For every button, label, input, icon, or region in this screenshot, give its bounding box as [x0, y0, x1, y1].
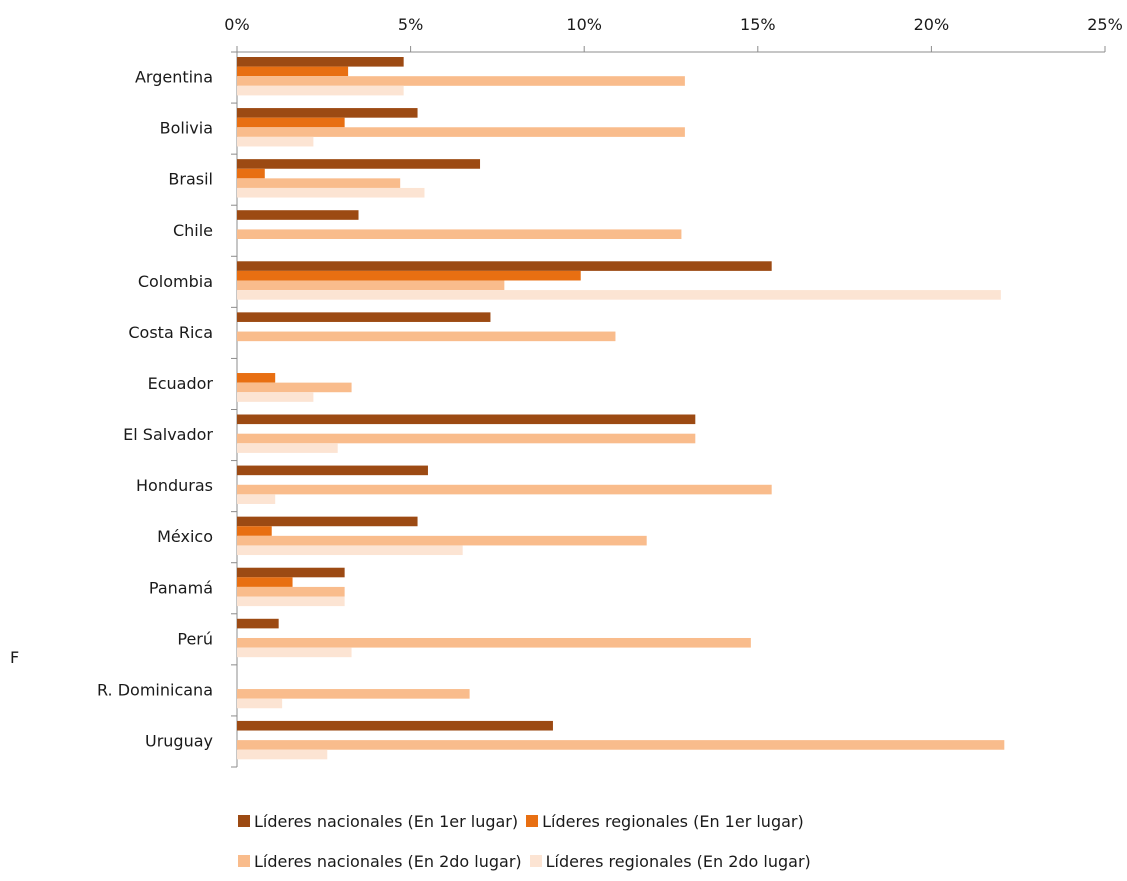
- bar: [237, 433, 696, 444]
- legend-swatch-nacionales-1er: [238, 815, 250, 827]
- bar: [237, 689, 470, 699]
- x-tick-label: 20%: [914, 15, 950, 34]
- legend-row: Líderes nacionales (En 1er lugar) Lídere…: [238, 801, 998, 841]
- bar: [237, 66, 349, 77]
- x-tick-label: 15%: [740, 15, 776, 34]
- bar: [237, 526, 272, 536]
- category-label: Perú: [177, 629, 213, 648]
- legend-swatch-nacionales-2do: [238, 855, 250, 867]
- category-label: Ecuador: [148, 374, 214, 393]
- category-label: El Salvador: [123, 425, 213, 444]
- category-label: Brasil: [168, 170, 213, 189]
- legend-swatch-regionales-1er: [526, 815, 539, 827]
- legend: Líderes nacionales (En 1er lugar) Lídere…: [238, 801, 998, 881]
- bar: [237, 270, 581, 281]
- side-letter: F: [10, 648, 20, 667]
- bar: [237, 749, 328, 760]
- bar: [237, 567, 345, 578]
- bar: [237, 168, 265, 179]
- bar: [237, 720, 553, 731]
- bar: [237, 210, 359, 220]
- x-tick-label: 25%: [1087, 15, 1123, 34]
- bar: [237, 159, 481, 169]
- bar: [237, 586, 345, 597]
- bar: [237, 373, 276, 383]
- bar: [237, 117, 345, 128]
- bar: [237, 577, 293, 587]
- legend-item-nacionales-2do: Líderes nacionales (En 2do lugar): [238, 852, 522, 871]
- legend-item-nacionales-1er: Líderes nacionales (En 1er lugar): [238, 812, 518, 831]
- bar: [237, 108, 418, 118]
- legend-label-nacionales-2do: Líderes nacionales (En 2do lugar): [254, 851, 522, 871]
- legend-label-regionales-2do: Líderes regionales (En 2do lugar): [545, 851, 811, 871]
- bar: [237, 698, 283, 709]
- x-tick-label: 10%: [566, 15, 602, 34]
- bar: [237, 57, 404, 67]
- legend-label-regionales-1er: Líderes regionales (En 1er lugar): [542, 811, 804, 831]
- category-label: Costa Rica: [128, 323, 213, 342]
- bar: [237, 465, 428, 476]
- bar: [237, 76, 685, 86]
- bar: [237, 280, 505, 291]
- bar: [237, 136, 314, 147]
- bar: [237, 414, 696, 425]
- bar: [237, 331, 616, 342]
- bar: [237, 382, 352, 393]
- category-label: Colombia: [138, 272, 213, 291]
- bar: [237, 187, 425, 198]
- bar: [237, 516, 418, 527]
- category-label: Honduras: [136, 476, 213, 495]
- category-label: Panamá: [149, 578, 213, 597]
- bar: [237, 261, 772, 271]
- bar: [237, 127, 685, 137]
- bar: [237, 443, 338, 453]
- legend-row: Líderes nacionales (En 2do lugar) Lídere…: [238, 841, 998, 881]
- bar: [237, 290, 1001, 300]
- bar: [237, 392, 314, 402]
- category-label: México: [157, 527, 213, 546]
- legend-item-regionales-2do: Líderes regionales (En 2do lugar): [529, 851, 811, 871]
- legend-label-nacionales-1er: Líderes nacionales (En 1er lugar): [254, 811, 519, 831]
- legend-item-regionales-1er: Líderes regionales (En 1er lugar): [526, 812, 804, 831]
- bar: [237, 740, 1005, 750]
- x-tick-label: 0%: [224, 15, 249, 34]
- category-label: Chile: [173, 221, 213, 240]
- bar: [237, 618, 279, 629]
- bar: [237, 494, 276, 504]
- bar: [237, 545, 463, 556]
- legend-swatch-regionales-2do: [529, 855, 542, 867]
- bar-chart: 0% 5% 10% 15% 20% 25% Argentina Bolivia Brasil Ch…: [97, 15, 1123, 768]
- bar: [237, 535, 647, 546]
- bar: [237, 596, 345, 607]
- bar: [237, 85, 404, 96]
- category-label: Bolivia: [160, 119, 213, 138]
- category-label: Argentina: [135, 68, 213, 87]
- bar: [237, 484, 772, 495]
- bar: [237, 229, 682, 240]
- x-tick-label: 5%: [398, 15, 423, 34]
- bar: [237, 178, 401, 188]
- category-label: R. Dominicana: [97, 680, 213, 699]
- bar: [237, 312, 491, 322]
- bar: [237, 647, 352, 658]
- category-label: Uruguay: [145, 731, 213, 750]
- bar: [237, 637, 751, 648]
